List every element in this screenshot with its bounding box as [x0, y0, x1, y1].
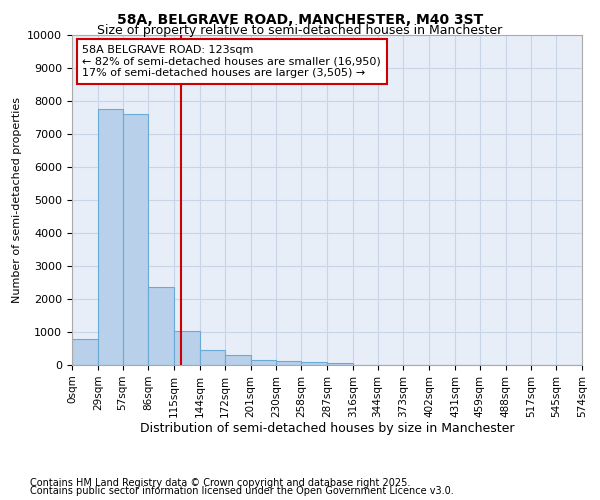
Bar	[98, 110, 122, 365]
Text: 58A, BELGRAVE ROAD, MANCHESTER, M40 3ST: 58A, BELGRAVE ROAD, MANCHESTER, M40 3ST	[117, 12, 483, 26]
Bar	[225, 356, 251, 365]
Bar	[72, 338, 98, 365]
Text: Contains HM Land Registry data © Crown copyright and database right 2025.: Contains HM Land Registry data © Crown c…	[30, 478, 410, 488]
Bar	[148, 288, 174, 365]
Bar	[251, 360, 277, 365]
Text: 58A BELGRAVE ROAD: 123sqm
← 82% of semi-detached houses are smaller (16,950)
17%: 58A BELGRAVE ROAD: 123sqm ← 82% of semi-…	[82, 45, 381, 78]
Bar	[200, 350, 225, 365]
Bar	[122, 114, 148, 365]
Y-axis label: Number of semi-detached properties: Number of semi-detached properties	[12, 97, 22, 303]
Text: Size of property relative to semi-detached houses in Manchester: Size of property relative to semi-detach…	[97, 24, 503, 37]
Bar	[327, 364, 353, 365]
Bar	[277, 362, 301, 365]
Bar	[301, 362, 327, 365]
Text: Contains public sector information licensed under the Open Government Licence v3: Contains public sector information licen…	[30, 486, 454, 496]
X-axis label: Distribution of semi-detached houses by size in Manchester: Distribution of semi-detached houses by …	[140, 422, 514, 436]
Bar	[174, 332, 200, 365]
